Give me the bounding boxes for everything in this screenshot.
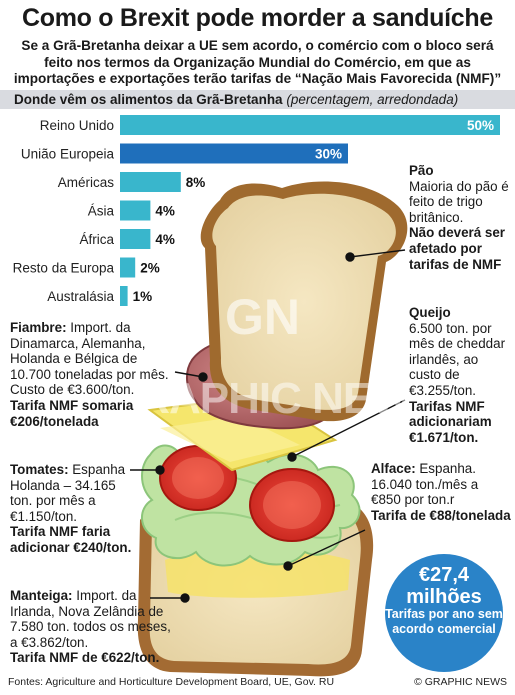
- bar-category-label: Ásia: [88, 204, 115, 219]
- watermark-text: GRAPHIC NEWS: [105, 374, 441, 423]
- tariff-total-value: €27,4 milhões: [406, 564, 482, 608]
- bar: [120, 257, 136, 278]
- bar-value-label: 50%: [467, 118, 494, 133]
- annotation-alface: Alface: Espanha. 16.040 ton./mês a €850 …: [371, 461, 511, 523]
- section-note: (percentagem, arredondada): [286, 92, 459, 107]
- annotation-manteiga: Manteiga: Import. da Irlanda, Nova Zelân…: [10, 588, 175, 666]
- annotation-queijo-bold: Tarifas NMF adicionariam €1.671/ton.: [409, 398, 492, 445]
- annotation-fiambre-body: Import. da Dinamarca, Alemanha, Holanda …: [10, 320, 169, 398]
- annotation-queijo: Queijo 6.500 ton. por mês de cheddar irl…: [409, 305, 513, 445]
- annotation-pao-head: Pão: [409, 163, 434, 178]
- section-header-bar: [0, 90, 515, 109]
- annotation-fiambre: Fiambre: Import. da Dinamarca, Alemanha,…: [10, 320, 178, 429]
- annotation-manteiga-head: Manteiga:: [10, 588, 73, 603]
- annotation-pao-body: Maioria do pão é feito de trigo britânic…: [409, 178, 509, 225]
- page-subtitle: Se a Grã-Bretanha deixar a UE sem acordo…: [13, 38, 502, 86]
- bar-category-label: Américas: [58, 175, 115, 190]
- section-title: Donde vêm os alimentos da Grã-Bretanha (…: [14, 92, 458, 107]
- bar: [120, 229, 151, 249]
- annotation-manteiga-bold: Tarifa NMF de €622/ton.: [10, 650, 160, 666]
- annotation-fiambre-bold: Tarifa NMF somaria €206/tonelada: [10, 397, 134, 429]
- annotation-leaders: [130, 249, 406, 603]
- annotation-alface-bold: Tarifa de €88/tonelada: [371, 507, 511, 523]
- annotation-tomates-head: Tomates:: [10, 462, 69, 477]
- tariff-total-label: Tarifas por ano sem acordo comercial: [385, 607, 503, 636]
- annotation-manteiga-body: Import. da Irlanda, Nova Zelândia de 7.5…: [10, 588, 171, 650]
- annotation-fiambre-head: Fiambre:: [10, 320, 67, 335]
- bar: [120, 115, 500, 135]
- bar-value-label: 2%: [140, 261, 160, 276]
- bar-category-label: União Europeia: [21, 147, 115, 162]
- origin-bar-chart: Reino Unido 50% União Europeia 30% Américas 8…: [13, 115, 500, 306]
- bar: [120, 143, 348, 164]
- footer-credit: © GRAPHIC NEWS: [414, 676, 507, 688]
- annotation-alface-head: Alface:: [371, 461, 416, 476]
- annotation-tomates: Tomates: Espanha Holanda – 34.165 ton. p…: [10, 462, 138, 556]
- page-title: Como o Brexit pode morder a sanduíche: [22, 4, 493, 32]
- annotation-pao-bold: Não deverá ser afetado por tarifas de NM…: [409, 225, 506, 272]
- tomato-slices: [159, 445, 335, 542]
- bar-category-label: Australásia: [47, 289, 114, 304]
- bar-value-label: 8%: [186, 175, 206, 190]
- bar: [120, 286, 128, 306]
- annotation-alface-body: Espanha. 16.040 ton./mês a €850 por ton.…: [371, 461, 479, 508]
- bar-value-label: 4%: [155, 232, 175, 247]
- section-title-text: Donde vêm os alimentos da Grã-Bretanha: [14, 92, 283, 107]
- tariff-total-badge: €27,4 milhões Tarifas por ano sem acordo…: [385, 554, 503, 672]
- bar-value-label: 30%: [315, 147, 342, 162]
- annotation-pao: Pão Maioria do pão é feito de trigo brit…: [409, 163, 509, 272]
- annotation-queijo-head: Queijo: [409, 305, 451, 320]
- bar-value-label: 1%: [133, 289, 153, 304]
- annotation-queijo-body: 6.500 ton. por mês de cheddar irlandês, …: [409, 320, 506, 398]
- footer-sources: Fontes: Agriculture and Horticulture Dev…: [8, 676, 335, 688]
- bar-category-label: Reino Unido: [40, 118, 114, 133]
- bar: [120, 200, 151, 221]
- bar-category-label: Resto da Europa: [13, 261, 115, 276]
- watermark-logo: GN: [225, 289, 300, 345]
- bar-value-label: 4%: [155, 204, 175, 219]
- annotation-tomates-body: Espanha Holanda – 34.165 ton. por mês a …: [10, 462, 126, 524]
- bread-top: [200, 181, 408, 422]
- annotation-tomates-bold: Tarifa NMF faria adicionar €240/ton.: [10, 524, 132, 555]
- bar: [120, 172, 181, 192]
- bar-category-label: África: [79, 232, 114, 247]
